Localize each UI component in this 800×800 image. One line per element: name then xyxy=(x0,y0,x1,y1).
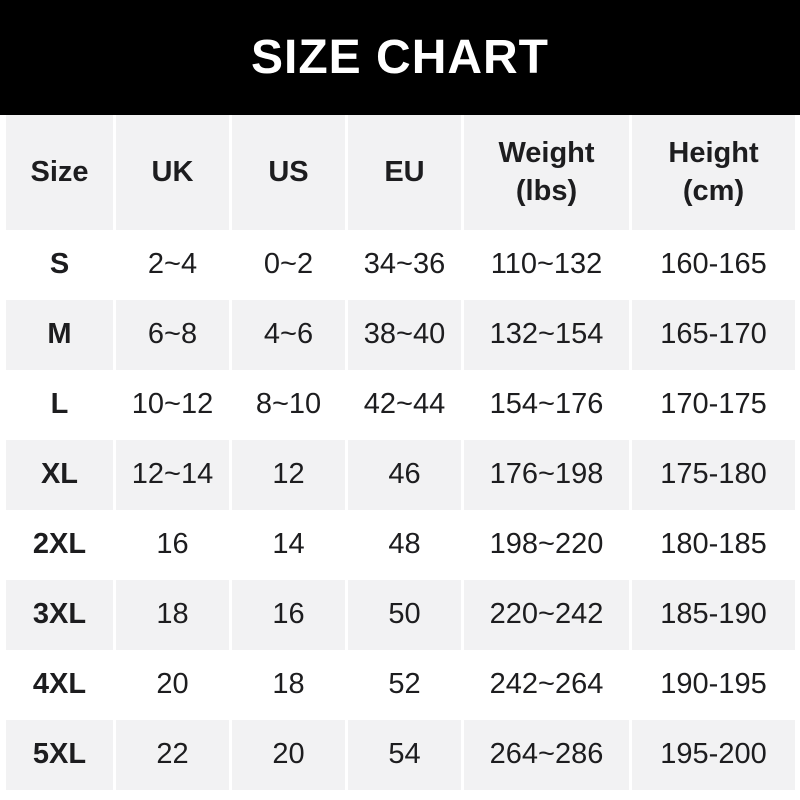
cell-height: 190-195 xyxy=(632,650,795,720)
cell-size: 2XL xyxy=(6,510,113,580)
cell-weight: 132~154 xyxy=(464,300,629,370)
cell-weight: 110~132 xyxy=(464,230,629,300)
cell-height: 170-175 xyxy=(632,370,795,440)
header-cell-eu: EU xyxy=(348,115,461,230)
cell-uk: 2~4 xyxy=(116,230,229,300)
header-cell-uk: UK xyxy=(116,115,229,230)
cell-us: 16 xyxy=(232,580,345,650)
table-header-row: Size UK US EU Weight (lbs) Height (cm) xyxy=(6,115,795,230)
cell-height: 195-200 xyxy=(632,720,795,790)
header-cell-us: US xyxy=(232,115,345,230)
cell-size: S xyxy=(6,230,113,300)
cell-size: XL xyxy=(6,440,113,510)
cell-size: 4XL xyxy=(6,650,113,720)
table-row-3xl: 3XL 18 16 50 220~242 185-190 xyxy=(6,580,795,650)
table-row-2xl: 2XL 16 14 48 198~220 180-185 xyxy=(6,510,795,580)
cell-weight: 198~220 xyxy=(464,510,629,580)
cell-eu: 38~40 xyxy=(348,300,461,370)
header-cell-size: Size xyxy=(6,115,113,230)
cell-size: 5XL xyxy=(6,720,113,790)
table-row-5xl: 5XL 22 20 54 264~286 195-200 xyxy=(6,720,795,790)
cell-height: 175-180 xyxy=(632,440,795,510)
cell-us: 20 xyxy=(232,720,345,790)
cell-height: 185-190 xyxy=(632,580,795,650)
cell-weight: 220~242 xyxy=(464,580,629,650)
cell-eu: 48 xyxy=(348,510,461,580)
cell-uk: 10~12 xyxy=(116,370,229,440)
table-row-xl: XL 12~14 12 46 176~198 175-180 xyxy=(6,440,795,510)
cell-eu: 34~36 xyxy=(348,230,461,300)
table-row-4xl: 4XL 20 18 52 242~264 190-195 xyxy=(6,650,795,720)
cell-us: 18 xyxy=(232,650,345,720)
header-cell-weight: Weight (lbs) xyxy=(464,115,629,230)
cell-uk: 22 xyxy=(116,720,229,790)
cell-height: 180-185 xyxy=(632,510,795,580)
cell-weight: 176~198 xyxy=(464,440,629,510)
cell-size: M xyxy=(6,300,113,370)
cell-uk: 18 xyxy=(116,580,229,650)
cell-eu: 52 xyxy=(348,650,461,720)
table-row-l: L 10~12 8~10 42~44 154~176 170-175 xyxy=(6,370,795,440)
cell-eu: 46 xyxy=(348,440,461,510)
size-chart-banner: SIZE CHART xyxy=(0,0,800,115)
size-chart-table: Size UK US EU Weight (lbs) Height (cm) S… xyxy=(0,115,800,790)
cell-uk: 12~14 xyxy=(116,440,229,510)
cell-uk: 16 xyxy=(116,510,229,580)
cell-us: 8~10 xyxy=(232,370,345,440)
cell-uk: 6~8 xyxy=(116,300,229,370)
cell-eu: 42~44 xyxy=(348,370,461,440)
cell-size: 3XL xyxy=(6,580,113,650)
page-title: SIZE CHART xyxy=(251,31,549,84)
cell-uk: 20 xyxy=(116,650,229,720)
cell-us: 14 xyxy=(232,510,345,580)
header-cell-height: Height (cm) xyxy=(632,115,795,230)
cell-us: 4~6 xyxy=(232,300,345,370)
cell-height: 160-165 xyxy=(632,230,795,300)
cell-weight: 264~286 xyxy=(464,720,629,790)
cell-height: 165-170 xyxy=(632,300,795,370)
cell-us: 12 xyxy=(232,440,345,510)
cell-eu: 50 xyxy=(348,580,461,650)
cell-size: L xyxy=(6,370,113,440)
cell-weight: 154~176 xyxy=(464,370,629,440)
table-row-m: M 6~8 4~6 38~40 132~154 165-170 xyxy=(6,300,795,370)
cell-eu: 54 xyxy=(348,720,461,790)
cell-us: 0~2 xyxy=(232,230,345,300)
cell-weight: 242~264 xyxy=(464,650,629,720)
table-row-s: S 2~4 0~2 34~36 110~132 160-165 xyxy=(6,230,795,300)
